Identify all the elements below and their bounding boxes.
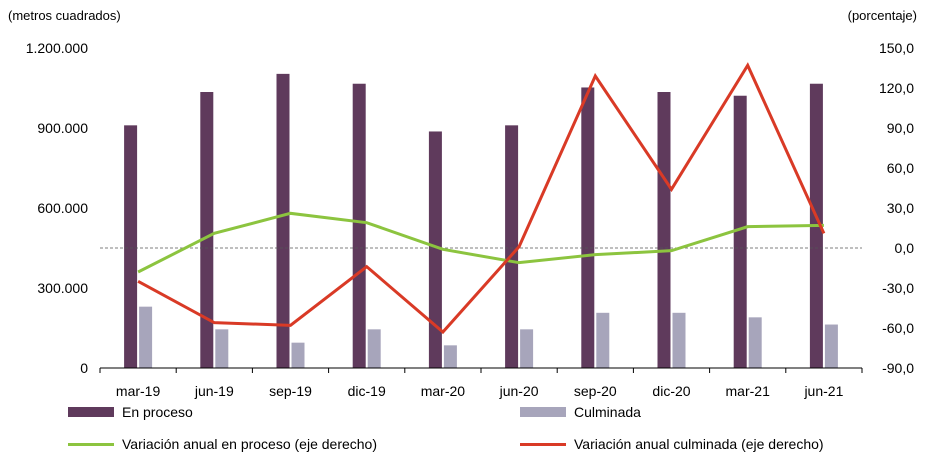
y-tick-label: 300.000 [37,280,88,296]
legend-label-culminada: Culminada [574,404,641,420]
bars-en-proceso [124,73,823,368]
bars-culminada [139,306,838,368]
bar-culminada-jun-21 [824,324,838,368]
bar-culminada-mar-20 [443,345,457,368]
bar-culminada-dic-19 [367,329,381,368]
y2-tick-label: 60,0 [887,160,914,176]
bar-culminada-mar-21 [748,317,762,368]
bar-culminada-mar-19 [139,306,153,368]
x-tick-label: jun-20 [499,383,539,399]
left-axis-unit: (metros cuadrados) [8,8,121,23]
legend-item-variacion-culminada: Variación anual culminada (eje derecho) [520,436,824,452]
y-axis-left-tick-labels: 0 300.000 600.000 900.000 1.200.000 [26,40,89,376]
x-tick-label: sep-20 [574,383,617,399]
right-axis-unit: (porcentaje) [847,8,917,23]
legend-label-variacion-en-proceso: Variación anual en proceso (eje derecho) [122,436,378,452]
x-tick-label: mar-19 [116,383,161,399]
bar-en-proceso-mar-20 [428,131,442,368]
bar-culminada-sep-19 [291,342,305,368]
y2-tick-label: 90,0 [887,120,914,136]
y2-tick-label: -30,0 [882,280,914,296]
bar-culminada-sep-20 [596,312,610,368]
x-tick-label: dic-19 [348,383,386,399]
y2-tick-label: 30,0 [887,200,914,216]
y2-tick-label: 0,0 [895,240,915,256]
x-tick-label: jun-21 [803,383,843,399]
legend-swatch-culminada [520,407,566,417]
y-tick-label: 0 [80,360,88,376]
legend-item-culminada: Culminada [520,404,641,420]
bar-culminada-jun-19 [215,329,229,368]
y-tick-label: 900.000 [37,120,88,136]
legend-item-en-proceso: En proceso [68,404,193,420]
y-axis-right-tick-labels: -90,0 -60,0 -30,0 0,0 30,0 60,0 90,0 120,0 150,0 [879,40,914,376]
line-variacion-en-proceso [137,211,824,274]
y-tick-label: 1.200.000 [26,40,88,56]
y2-tick-label: 150,0 [879,40,914,56]
y2-tick-label: -60,0 [882,320,914,336]
legend-swatch-en-proceso [68,407,114,417]
y-tick-label: 600.000 [37,200,88,216]
bar-culminada-dic-20 [672,312,686,368]
bar-en-proceso-jun-19 [200,92,214,368]
x-tick-label: mar-20 [421,383,466,399]
line-variacion-culminada [137,62,826,335]
y2-tick-label: -90,0 [882,360,914,376]
bar-en-proceso-mar-21 [733,95,747,368]
x-tick-label: jun-19 [194,383,234,399]
legend-swatch-variacion-culminada [520,442,566,446]
legend-swatch-variacion-en-proceso [68,442,114,446]
bar-en-proceso-sep-20 [581,87,595,368]
legend-label-variacion-culminada: Variación anual culminada (eje derecho) [574,436,824,452]
x-tick-label: mar-21 [726,383,771,399]
bar-en-proceso-mar-19 [124,125,138,368]
legend-item-variacion-en-proceso: Variación anual en proceso (eje derecho) [68,436,377,452]
bar-culminada-jun-20 [520,329,534,368]
x-axis-ticks [99,368,863,373]
x-tick-label: dic-20 [652,383,690,399]
bar-en-proceso-dic-19 [352,83,366,368]
y2-tick-label: 120,0 [879,80,914,96]
legend-label-en-proceso: En proceso [122,404,193,420]
x-axis-tick-labels: mar-19 jun-19 sep-19 dic-19 mar-20 jun-20 sep-… [116,383,844,399]
bar-en-proceso-sep-19 [276,73,290,368]
x-tick-label: sep-19 [269,383,312,399]
bar-en-proceso-dic-20 [657,92,671,368]
bar-en-proceso-jun-20 [505,125,519,368]
